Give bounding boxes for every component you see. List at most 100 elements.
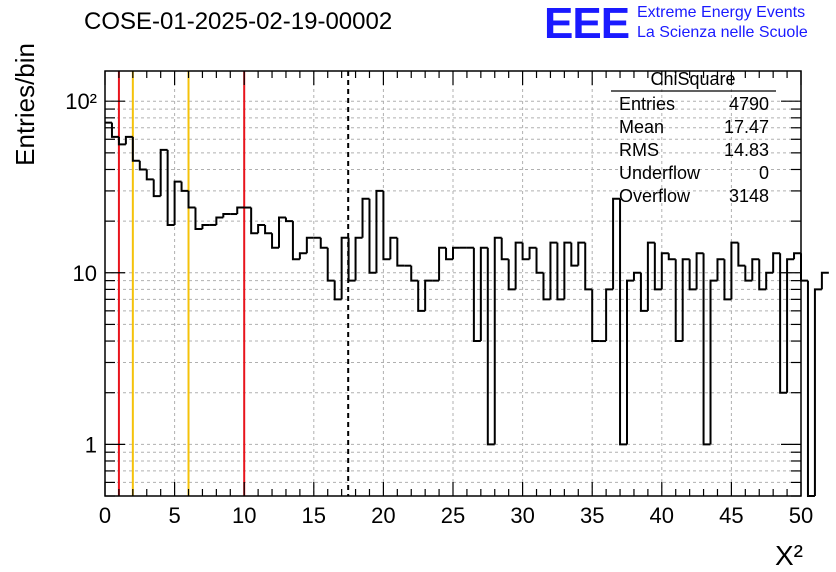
x-tick-label: 5 [168,503,180,528]
histogram-bin [173,180,182,225]
histogram-bin [549,241,558,300]
histogram-bin [813,288,822,496]
histogram-bin [180,181,189,192]
histogram-bin [646,241,655,311]
histogram-bin [479,246,488,342]
histogram-bin [730,241,739,300]
histogram-bin [236,206,245,215]
x-tick-label: 50 [789,503,813,528]
x-tick-label: 25 [441,503,465,528]
histogram-bin [605,288,614,342]
histogram-bin [695,252,704,290]
histogram-bars [105,121,829,497]
histogram-bin [653,242,662,291]
histogram-bin [758,259,767,291]
histogram-bin [556,242,565,301]
x-tick-label: 45 [719,503,743,528]
histogram-bin [507,259,516,291]
histogram-bin [709,279,718,445]
stats-value: 3148 [729,186,769,206]
histogram-bin [340,236,349,300]
histogram-bin [110,122,119,138]
histogram-bin [820,271,829,290]
axis-ticks: 0 5 10 15 20 25 30 35 40 45 50 1 10 10² [65,71,813,528]
histogram-bin [674,259,683,343]
histogram-bin [298,252,307,260]
histogram-bin [521,242,530,261]
histogram-bin [396,237,405,267]
x-tick-label: 30 [510,503,534,528]
histogram-bin [368,198,377,274]
histogram-bin [660,252,669,290]
x-tick-label: 35 [580,503,604,528]
histogram-bin [215,216,224,225]
histogram-bin [570,242,579,267]
histogram-bin [765,271,774,290]
histogram-bin [793,252,801,260]
histogram-bin [138,160,147,171]
x-tick-label: 10 [232,503,256,528]
histogram-bin [486,247,495,446]
histogram-bin [333,280,342,301]
histogram-bin [535,247,544,274]
histogram-bin [278,216,286,248]
histogram-bin [632,271,641,281]
x-tick-label: 40 [650,503,674,528]
logo-tagline-2: La Scienza nelle Scuole [637,24,808,41]
histogram-bin [493,236,502,445]
histogram-bin [201,223,210,229]
eee-logo: EEE [544,0,630,48]
histogram-bin [786,258,795,393]
histogram-bin [500,237,509,261]
x-tick-label: 0 [99,503,111,528]
stats-value: 17.47 [724,117,769,137]
histogram-bin [577,241,586,266]
histogram-bin [716,258,725,281]
stats-label: Mean [619,117,664,137]
histogram-bin [612,197,621,290]
histogram-bin [326,247,335,282]
histogram-bin [542,272,551,301]
histogram-bin [619,198,627,446]
histogram-bin [424,279,433,311]
histogram-bin [187,190,196,209]
stats-label: Entries [619,94,675,114]
histogram-bin [737,242,746,267]
y-tick-label: 10² [65,89,97,114]
stats-label: Overflow [619,186,691,206]
x-tick-label: 20 [371,503,395,528]
histogram-bin [445,247,453,261]
histogram-bin [584,242,593,291]
x-tick-label: 15 [302,503,326,528]
histogram-bin [702,253,711,446]
histogram-bin [639,272,648,312]
histogram-bin [667,253,676,261]
histogram-bin [257,223,266,234]
histogram-bin [382,190,391,261]
histogram-bin [250,207,259,235]
histogram-bin [375,189,384,273]
grid [105,71,801,496]
stats-value: 14.83 [724,140,769,160]
stats-value: 4790 [729,94,769,114]
histogram-bin [194,207,203,230]
chart-title: COSE-01-2025-02-19-00002 [84,8,393,35]
histogram-bin [131,136,140,162]
histogram-bin [291,221,300,261]
histogram-bin [472,247,481,343]
histogram-bin [319,237,328,249]
stats-label: RMS [619,140,659,160]
histogram-bin [681,258,690,342]
histogram-bin [723,259,732,301]
histogram-bin [347,237,356,282]
stats-value: 0 [759,163,769,183]
stats-label: Underflow [619,163,701,183]
histogram-bin [744,265,753,282]
histogram-bin [159,148,168,197]
histogram-bin [222,213,231,218]
histogram-bin [772,252,781,273]
histogram-bin [626,279,634,445]
histogram-bin [438,246,447,281]
stats-box: ChiSquare Entries 4790 Mean 17.47 RMS 14.83 Un… [611,69,776,206]
